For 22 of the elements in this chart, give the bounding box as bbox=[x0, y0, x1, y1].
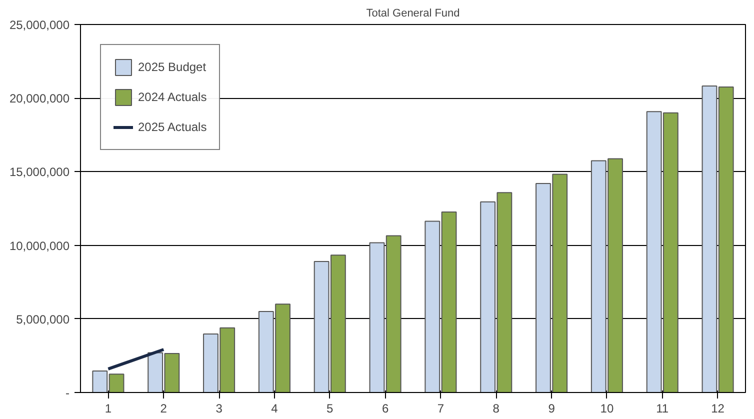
y-tick-label: 20,000,000 bbox=[9, 92, 70, 106]
x-tick-label: 5 bbox=[326, 402, 334, 416]
x-tick-label: 4 bbox=[271, 402, 278, 416]
x-tick-label: 10 bbox=[600, 402, 614, 416]
y-tick-label: 15,000,000 bbox=[9, 165, 70, 180]
x-tick-label: 7 bbox=[437, 402, 444, 416]
x-tick-label: 6 bbox=[382, 402, 389, 416]
chart-title: Total General Fund bbox=[366, 8, 460, 20]
x-tick-label: 11 bbox=[656, 402, 669, 416]
x-tick-label: 12 bbox=[711, 402, 725, 416]
legend-label: 2025 Budget bbox=[138, 60, 206, 74]
x-tick-label: 2 bbox=[160, 402, 168, 416]
y-tick-label: 5,000,000 bbox=[16, 312, 70, 326]
y-tick-label: 25,000,000 bbox=[9, 18, 70, 32]
y-tick-label: 10,000,000 bbox=[9, 238, 70, 253]
x-tick-label: 8 bbox=[492, 402, 500, 416]
x-tick-label: 3 bbox=[216, 402, 223, 416]
y-tick-label: - bbox=[66, 386, 70, 400]
x-tick-label: 9 bbox=[548, 402, 556, 416]
legend-label: 2024 Actuals bbox=[138, 90, 207, 104]
legend-label: 2025 Actuals bbox=[138, 120, 207, 134]
x-tick-label: 1 bbox=[104, 402, 112, 416]
